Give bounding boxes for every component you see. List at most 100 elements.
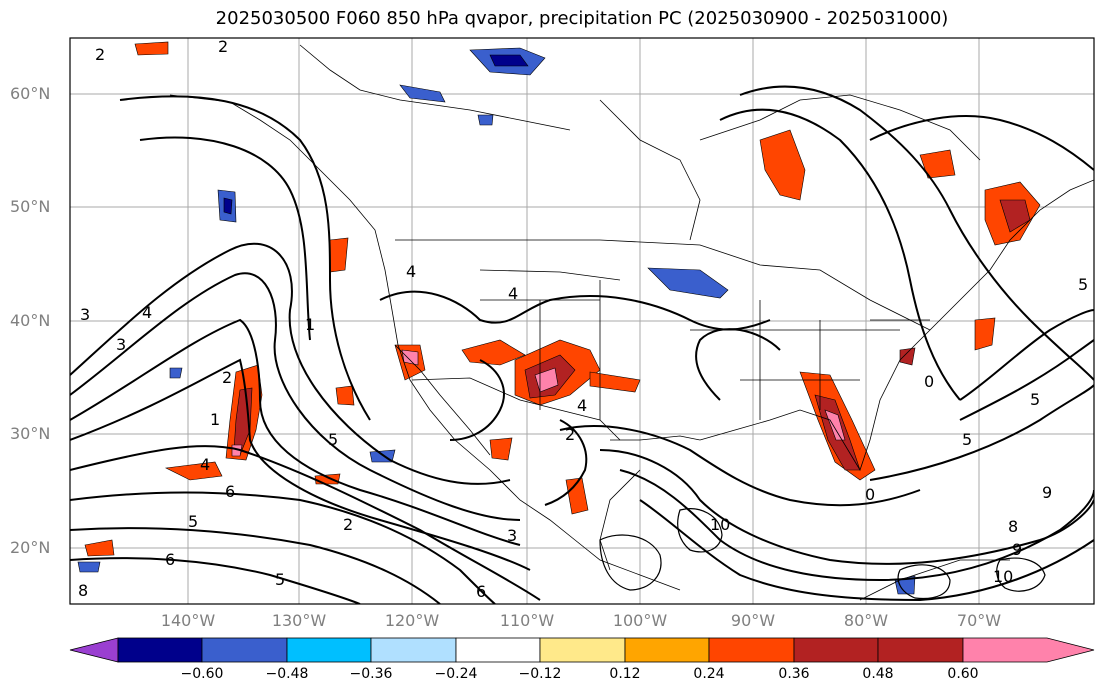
qvapor-contours [70, 85, 1094, 604]
colorbar-tick-label: −0.60 [180, 666, 224, 682]
colorbar-cell [793, 637, 879, 663]
map-frame [69, 37, 1095, 605]
contour-label: 2 [343, 515, 353, 534]
anomaly-patch [824, 409, 846, 441]
colorbar-tick-label: −0.24 [434, 666, 478, 682]
contour-label: 10 [710, 515, 730, 534]
colorbar-tick-label: 0.36 [778, 666, 810, 682]
anomaly-patch [164, 461, 223, 481]
contour-label: 3 [507, 526, 517, 545]
colorbar-cell [286, 637, 372, 663]
contour-label: 3 [116, 335, 126, 354]
contour-label: 4 [200, 455, 210, 474]
contour-label: 1 [305, 315, 315, 334]
colorbar-cell [877, 637, 964, 663]
anomaly-patch [589, 371, 641, 393]
lat-label: 60°N [10, 84, 51, 103]
anomaly-patch [477, 114, 494, 126]
anomaly-patch [461, 339, 526, 366]
contour-label: 2 [222, 368, 232, 387]
lon-label: 90°W [730, 611, 776, 630]
anomaly-patch [77, 561, 101, 573]
contour-label: 5 [1078, 275, 1088, 294]
anomaly-patch [974, 317, 996, 351]
anomaly-patch [84, 539, 115, 557]
contour-label: 2 [95, 45, 105, 64]
colorbar-tick-label: 0.24 [693, 666, 725, 682]
coastlines-borders [169, 44, 1094, 601]
lat-label: 40°N [10, 311, 51, 330]
contour-label: 6 [165, 550, 175, 569]
colorbar-tick-label: −0.48 [265, 666, 309, 682]
anomaly-patch [399, 84, 446, 103]
lon-label: 110°W [499, 611, 555, 630]
contour-label: 5 [328, 430, 338, 449]
contour-label: 5 [188, 512, 198, 531]
contour-label: 4 [406, 262, 416, 281]
colorbar [69, 637, 1095, 663]
anomaly-patch [647, 267, 729, 299]
colorbar-tick-label: 0.12 [609, 666, 641, 682]
contour-label: 10 [993, 567, 1013, 586]
anomaly-patch [565, 477, 589, 515]
contour-label: 4 [142, 303, 152, 322]
contour-label: 8 [78, 581, 88, 600]
colorbar-cell [201, 637, 288, 663]
colorbar-cell [69, 637, 119, 663]
colorbar-cell [117, 637, 203, 663]
lon-label: 120°W [384, 611, 440, 630]
anomaly-patch [231, 444, 243, 457]
lat-label: 50°N [10, 197, 51, 216]
colorbar-cell [539, 637, 626, 663]
colorbar-tick-label: −0.12 [518, 666, 562, 682]
anomaly-patch [223, 197, 233, 215]
colorbar-tick-label: 0.48 [862, 666, 894, 682]
contour-label: 0 [865, 485, 875, 504]
anomaly-patch [401, 349, 419, 366]
anomaly-patch [329, 237, 349, 273]
contour-label: 5 [275, 570, 285, 589]
graticule [70, 38, 1094, 604]
contour-label: 5 [962, 430, 972, 449]
anomaly-patch [169, 367, 183, 379]
contour-label: 9 [1012, 540, 1022, 559]
anomaly-patch [534, 367, 559, 393]
qvapor-contours-thin [599, 508, 1046, 600]
anomaly-patch [335, 385, 355, 406]
contour-label: 2 [565, 425, 575, 444]
colorbar-cell [962, 637, 1095, 663]
contour-label: 4 [577, 396, 587, 415]
contour-label: 6 [225, 482, 235, 501]
map-title: 2025030500 F060 850 hPa qvapor, precipit… [215, 8, 949, 29]
colorbar-cell [455, 637, 541, 663]
contour-labels: 2 2 1 3 4 4 3 2 1 5 6 5 2 3 5 6 8 4 4 4 … [78, 37, 1088, 601]
colorbar-cell [708, 637, 795, 663]
precip-negative-anomalies [77, 47, 916, 595]
contour-label: 3 [80, 305, 90, 324]
contour-label: 4 [508, 284, 518, 303]
anomaly-patch [489, 54, 529, 67]
anomaly-patch [134, 41, 169, 56]
contour-label: 5 [1030, 390, 1040, 409]
lon-label: 100°W [612, 611, 668, 630]
contour-label: 8 [1008, 517, 1018, 536]
lon-label: 70°W [956, 611, 1002, 630]
lon-label: 130°W [271, 611, 327, 630]
lat-label: 20°N [10, 538, 51, 557]
contour-label: 1 [210, 410, 220, 429]
colorbar-tick-label: −0.36 [349, 666, 393, 682]
colorbar-cell [624, 637, 710, 663]
anomaly-patch [899, 347, 916, 366]
lon-label: 80°W [843, 611, 889, 630]
contour-label: 2 [218, 37, 228, 56]
lat-label: 30°N [10, 424, 51, 443]
contour-label: 0 [924, 372, 934, 391]
contour-label: 6 [476, 582, 486, 601]
anomaly-patch [489, 437, 513, 461]
colorbar-cell [370, 637, 457, 663]
lon-label: 140°W [160, 611, 216, 630]
contour-label: 9 [1042, 483, 1052, 502]
colorbar-tick-label: 0.60 [947, 666, 979, 682]
anomaly-patch [759, 129, 806, 201]
